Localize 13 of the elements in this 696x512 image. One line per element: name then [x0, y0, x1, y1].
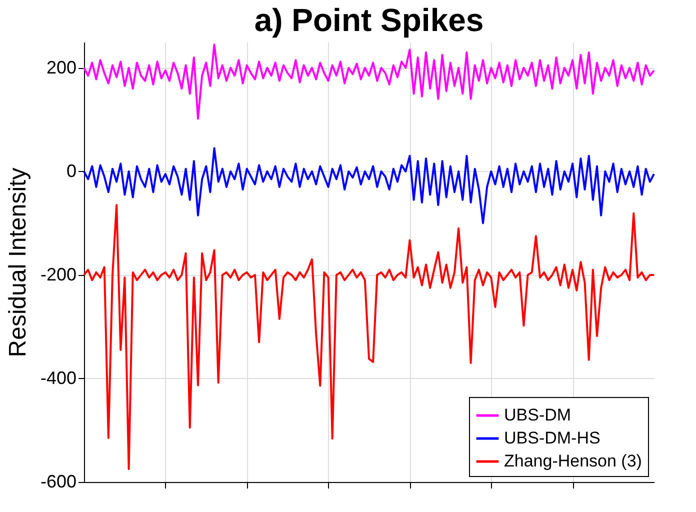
legend-label: UBS-DM-HS [504, 428, 600, 448]
y-tick-label: 200 [46, 57, 76, 78]
y-tick-label: -200 [40, 264, 76, 284]
y-axis-title: Residual Intensity [4, 168, 32, 358]
legend-label: Zhang-Henson (3) [504, 452, 642, 470]
y-tick-label: -600 [40, 472, 76, 492]
y-tick-label: -400 [40, 368, 76, 388]
legend-label: UBS-DM [504, 406, 572, 424]
y-tick-label: 0 [66, 160, 76, 181]
line-series [83, 147, 655, 224]
chart-title: a) Point Spikes [254, 2, 484, 38]
line-series [83, 44, 655, 120]
line-series [83, 204, 655, 470]
